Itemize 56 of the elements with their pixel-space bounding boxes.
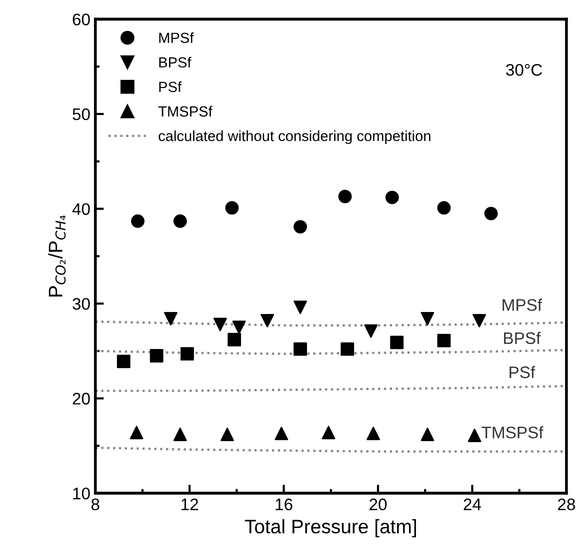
x-tick-label: 12 <box>182 498 198 510</box>
point <box>484 206 498 220</box>
legend-label: calculated without considering competition <box>158 130 430 144</box>
point <box>164 312 178 326</box>
point <box>173 214 187 228</box>
legend-label: TMSPSf <box>158 106 212 117</box>
point <box>274 426 288 440</box>
y-tick-label: 50 <box>72 108 90 120</box>
legend-label: BPSf <box>159 56 192 68</box>
point <box>390 336 404 350</box>
y-tick-label: 60 <box>72 14 90 26</box>
point <box>173 428 187 442</box>
y-tick-label: 30 <box>72 298 90 310</box>
point <box>294 300 307 314</box>
point <box>150 349 164 362</box>
point <box>472 314 486 328</box>
point <box>130 426 144 440</box>
point <box>213 318 227 332</box>
annotation: TMSPSf <box>482 426 544 438</box>
point <box>228 332 242 346</box>
point <box>294 220 307 234</box>
legend-label: PSf <box>159 81 182 92</box>
legend-label: MPSf <box>159 32 194 44</box>
point <box>437 334 451 348</box>
point <box>232 320 246 334</box>
point <box>260 314 274 328</box>
point <box>420 428 434 442</box>
point <box>385 190 399 204</box>
x-tick-label: 16 <box>276 498 292 510</box>
x-tick-label: 28 <box>558 498 575 510</box>
point <box>220 428 234 442</box>
annotation: MPSf <box>502 298 542 311</box>
y-axis-title: P$_{CO₂}$/P$_{CH₄}$ <box>48 215 66 296</box>
y-tick-label: 40 <box>72 203 90 215</box>
point <box>366 426 380 440</box>
x-tick-label: 24 <box>464 498 482 510</box>
point <box>322 426 336 440</box>
annotation: PSf <box>510 366 536 378</box>
point <box>131 214 144 228</box>
point <box>340 342 354 356</box>
point <box>420 312 434 326</box>
annotation: BPSf <box>504 332 541 344</box>
point <box>468 428 482 442</box>
point <box>225 201 239 215</box>
x-axis-title: Total Pressure [atm] <box>244 519 416 538</box>
point <box>364 324 378 338</box>
point <box>437 201 451 215</box>
point <box>338 190 352 204</box>
x-tick-label: 20 <box>370 498 387 510</box>
annotation: 30°C <box>506 64 542 76</box>
point <box>294 342 307 356</box>
point <box>180 347 194 361</box>
y-tick-label: 10 <box>73 488 90 500</box>
x-tick-label: 8 <box>91 498 100 510</box>
y-tick-label: 20 <box>72 392 90 405</box>
point <box>116 354 130 368</box>
